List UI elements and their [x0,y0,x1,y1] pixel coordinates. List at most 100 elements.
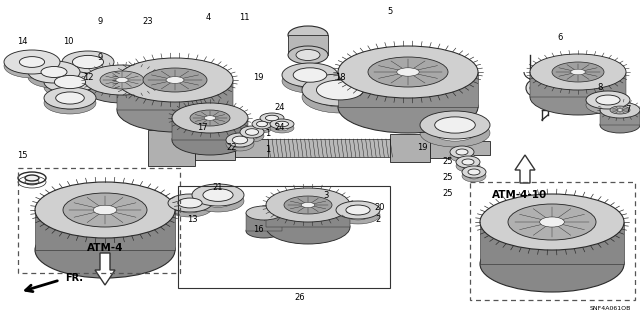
Text: 11: 11 [239,13,249,22]
Ellipse shape [266,210,350,244]
Ellipse shape [28,61,80,83]
Polygon shape [430,138,465,158]
Ellipse shape [4,54,60,78]
Polygon shape [480,222,624,264]
Ellipse shape [462,163,474,169]
Ellipse shape [540,217,564,227]
Ellipse shape [204,116,216,120]
Ellipse shape [35,222,175,278]
Ellipse shape [172,103,248,133]
Ellipse shape [260,117,284,127]
Ellipse shape [450,146,474,158]
Text: 14: 14 [17,37,28,46]
Text: 18: 18 [335,74,346,83]
Ellipse shape [617,109,623,111]
Ellipse shape [240,130,264,142]
Ellipse shape [270,119,294,129]
Text: 21: 21 [212,183,223,193]
Text: 8: 8 [597,84,603,92]
Ellipse shape [54,76,86,89]
Ellipse shape [44,92,96,114]
Ellipse shape [450,150,474,162]
Ellipse shape [480,236,624,292]
Ellipse shape [302,81,378,113]
Ellipse shape [480,194,624,250]
Polygon shape [600,110,640,125]
Ellipse shape [232,136,248,144]
Text: 22: 22 [227,143,237,153]
Text: 12: 12 [83,74,93,83]
Ellipse shape [28,66,80,88]
Ellipse shape [456,153,468,159]
Ellipse shape [296,50,320,60]
Ellipse shape [54,80,86,93]
Ellipse shape [270,123,294,133]
Ellipse shape [338,46,478,98]
Ellipse shape [346,210,370,220]
Text: ATM-4-10: ATM-4-10 [492,190,548,200]
Polygon shape [235,139,268,157]
Ellipse shape [100,71,144,89]
Ellipse shape [72,60,104,74]
Ellipse shape [420,119,490,147]
Ellipse shape [252,119,272,129]
Polygon shape [338,72,478,107]
Ellipse shape [72,55,104,68]
Ellipse shape [336,206,380,224]
Text: 25: 25 [443,157,453,166]
Ellipse shape [282,63,338,87]
Ellipse shape [456,149,468,155]
Ellipse shape [143,68,207,92]
Ellipse shape [178,198,202,208]
Text: 9: 9 [97,18,102,27]
Text: 25: 25 [443,173,453,182]
Polygon shape [148,130,195,166]
Ellipse shape [586,96,630,114]
Text: 6: 6 [557,34,563,43]
Text: 20: 20 [375,204,385,212]
Text: 7: 7 [625,106,630,115]
Ellipse shape [462,159,474,165]
Text: 4: 4 [205,13,211,22]
Polygon shape [266,205,350,227]
Ellipse shape [368,57,448,87]
Ellipse shape [435,125,476,141]
Text: ATM-4: ATM-4 [87,243,124,253]
Ellipse shape [336,201,380,219]
Polygon shape [515,155,535,183]
Polygon shape [35,210,175,250]
Polygon shape [390,134,430,162]
Ellipse shape [571,69,585,75]
Ellipse shape [420,111,490,139]
Text: SNF4A061OB: SNF4A061OB [589,306,630,310]
Ellipse shape [456,156,480,168]
Text: 13: 13 [187,215,197,225]
Circle shape [530,84,538,92]
Ellipse shape [19,60,45,71]
Ellipse shape [245,133,259,139]
Ellipse shape [240,126,264,138]
Ellipse shape [586,91,630,109]
Bar [288,35,328,55]
Ellipse shape [226,137,254,151]
Circle shape [526,80,542,96]
Ellipse shape [192,190,244,212]
Ellipse shape [462,166,486,178]
Ellipse shape [462,170,486,182]
Polygon shape [84,80,160,88]
Text: 23: 23 [143,18,154,27]
Polygon shape [268,139,390,157]
Ellipse shape [282,69,338,93]
Ellipse shape [25,175,39,181]
Ellipse shape [260,113,284,123]
Ellipse shape [44,71,96,93]
Ellipse shape [62,56,114,78]
Ellipse shape [63,193,147,227]
Ellipse shape [62,51,114,73]
Ellipse shape [275,121,289,127]
Ellipse shape [245,129,259,135]
Text: 1: 1 [266,129,271,138]
Ellipse shape [203,195,233,207]
Polygon shape [246,213,282,231]
Text: 15: 15 [17,150,28,159]
